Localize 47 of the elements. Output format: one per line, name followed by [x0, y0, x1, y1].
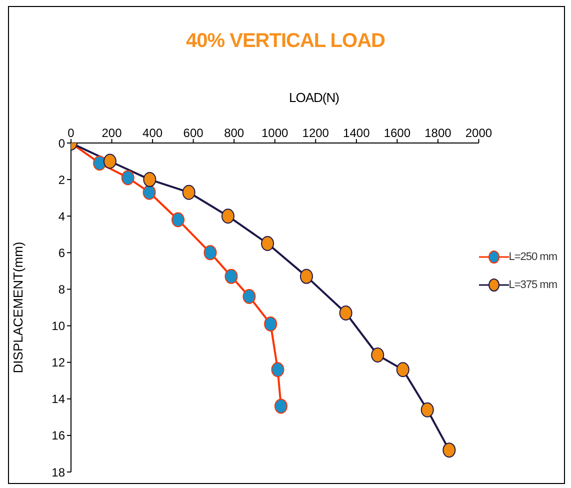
legend-label: L=250 mm — [508, 251, 557, 263]
point — [204, 245, 217, 260]
point — [121, 170, 134, 186]
point — [103, 154, 116, 169]
point — [242, 289, 256, 304]
y-axis-title: DISPLACEMENT(mm) — [10, 242, 26, 374]
x-tick-label: 1600 — [384, 126, 411, 140]
point — [339, 305, 352, 320]
y-tick-label: 16 — [52, 428, 66, 443]
y-tick-label: 18 — [52, 465, 66, 480]
point — [142, 184, 156, 200]
y-tick-label: 4 — [58, 209, 66, 224]
point — [396, 362, 410, 378]
x-tick-label: 400 — [142, 126, 163, 140]
point — [264, 316, 278, 332]
point — [172, 212, 185, 228]
point — [261, 236, 274, 252]
y-tick-label: 10 — [52, 319, 66, 334]
y-tick-label: 14 — [52, 392, 66, 406]
point — [271, 362, 284, 378]
point — [300, 268, 313, 284]
point — [224, 268, 238, 284]
point — [221, 208, 234, 224]
point — [93, 156, 106, 171]
y-tick-label: 8 — [58, 282, 66, 296]
point — [274, 398, 288, 414]
point — [420, 402, 434, 418]
point — [442, 442, 456, 458]
x-tick-label: 1200 — [302, 126, 330, 140]
x-tick-label: 800 — [224, 126, 244, 140]
chart-title: 40% VERTICAL LOAD — [185, 30, 386, 53]
point — [143, 172, 156, 188]
point — [182, 184, 196, 200]
x-tick-label: 1400 — [343, 126, 370, 140]
x-tick-label: 600 — [183, 126, 204, 140]
y-tick-label: 2 — [58, 172, 66, 187]
x-tick-label: 200 — [102, 126, 122, 140]
x-tick-label: 2000 — [465, 126, 492, 140]
legend-label: L=375 mm — [508, 279, 557, 291]
x-tick-label: 1000 — [262, 126, 289, 140]
y-tick-label: 0 — [58, 136, 66, 150]
x-tick-label: 0 — [68, 126, 75, 140]
x-axis-title: LOAD(N) — [288, 90, 340, 105]
x-tick-label: 1800 — [424, 126, 452, 140]
point — [371, 348, 384, 363]
y-tick-label: 6 — [58, 246, 66, 260]
y-tick-label: 12 — [52, 356, 66, 370]
